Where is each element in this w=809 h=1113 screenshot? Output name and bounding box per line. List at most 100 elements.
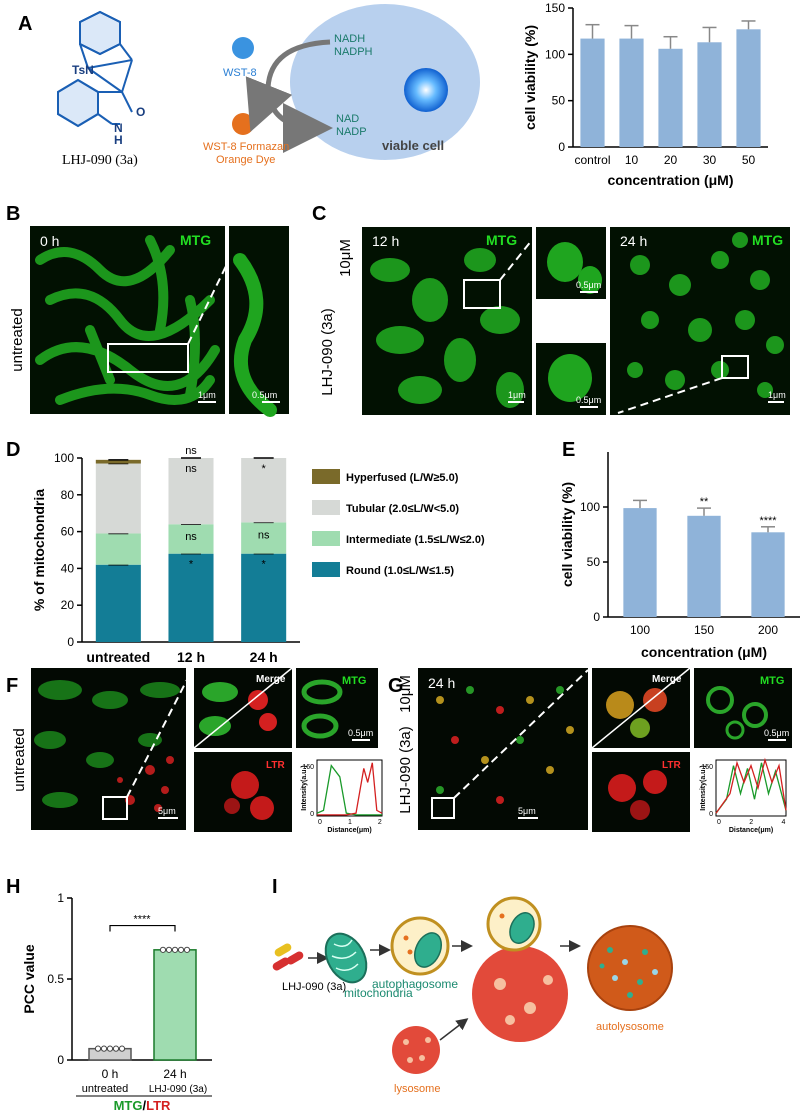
profile-x-label: Distance(μm) xyxy=(729,827,773,834)
micrograph-b-inset xyxy=(229,226,289,417)
group-label: untreated xyxy=(82,1083,128,1095)
stacked-bar-segment xyxy=(95,463,141,534)
y-axis-label: cell viability (%) xyxy=(522,25,538,130)
nadh-label: NADH xyxy=(334,33,365,45)
viable-cell-label: viable cell xyxy=(382,138,444,153)
profile-x-tick: 4 xyxy=(781,819,785,826)
stacked-bar-segment xyxy=(168,524,214,554)
time-label-c-24h: 24 h xyxy=(620,233,647,249)
structure-n: N xyxy=(114,121,123,135)
side-label-c: LHJ-090 (3a) xyxy=(319,308,336,396)
panel-label-i: I xyxy=(272,876,278,898)
x-tick-label: 10 xyxy=(625,153,639,167)
stacked-bar-segment xyxy=(241,458,287,523)
time-label-c-12h: 12 h xyxy=(372,233,399,249)
profile-x-tick: 0 xyxy=(318,819,322,826)
scale-label-c-inset-top: 0.5μm xyxy=(576,280,601,290)
dose-label-g: 10μM xyxy=(397,675,414,713)
y-tick-label: 0 xyxy=(57,1053,64,1067)
ltr-label-g: LTR xyxy=(662,760,681,771)
profile-frame xyxy=(715,759,787,817)
bar xyxy=(153,949,197,1061)
significance-label: ** xyxy=(700,496,709,508)
bar xyxy=(687,515,721,617)
micrograph-c-inset-bottom xyxy=(536,343,606,415)
profile-x-tick: 0 xyxy=(717,819,721,826)
viable-cell-shape xyxy=(290,4,480,160)
structure-tsn: TsN xyxy=(72,63,94,77)
dose-label-c: 10μM xyxy=(337,239,354,277)
data-point xyxy=(100,1045,108,1052)
wst8-dot xyxy=(232,37,254,59)
time-label-g: 24 h xyxy=(428,675,455,691)
scale-label-c-24h: 1μm xyxy=(768,390,786,400)
x-tick-label: 100 xyxy=(630,623,650,637)
y-tick-label: 50 xyxy=(552,94,566,108)
micrograph-c-12h xyxy=(362,227,533,415)
significance-label: * xyxy=(189,559,194,571)
drug-label-i: LHJ-090 (3a) xyxy=(282,981,346,993)
chemical-structure xyxy=(57,10,133,128)
y-tick-label: 50 xyxy=(587,555,601,569)
panel-label-b: B xyxy=(6,203,20,225)
mtg-label-f: MTG xyxy=(342,675,366,687)
micrograph-g-mtg xyxy=(694,668,792,748)
x-tick-label: 0 h xyxy=(102,1067,119,1081)
formazan-label-1: WST-8 Formazan xyxy=(203,141,289,153)
data-point xyxy=(177,946,185,953)
profile-y-tick: 0 xyxy=(310,811,314,818)
lysosome-label: lysosome xyxy=(394,1083,440,1095)
bar xyxy=(580,38,605,147)
x-tick-label: untreated xyxy=(86,649,150,665)
stacked-bar-segment xyxy=(168,553,214,642)
panel-label-e: E xyxy=(562,439,575,461)
chart-h: 0 0.5 1 **** 0 h 24 h untreated LHJ-090 (3a) MTG… xyxy=(21,891,212,1113)
y-tick-label: 40 xyxy=(61,561,75,575)
formazan-dot xyxy=(232,113,254,135)
profile-ltr-line xyxy=(317,762,383,816)
profile-y-label: Intensity(a.u.) xyxy=(301,765,308,811)
structure-h: H xyxy=(114,133,123,147)
data-point xyxy=(106,1045,114,1052)
micrograph-f-merge xyxy=(193,667,293,749)
side-label-f: untreated xyxy=(11,728,28,791)
micrograph-f-main xyxy=(31,668,193,830)
profile-mtg-line xyxy=(316,764,382,816)
y-tick-label: 150 xyxy=(545,1,565,15)
stain-label-c-24h: MTG xyxy=(752,232,783,248)
stacked-bar-segment xyxy=(95,459,141,464)
significance-label: ns xyxy=(258,529,270,541)
y-axis-label: cell viability (%) xyxy=(559,482,575,587)
data-point xyxy=(165,946,173,953)
x-tick-label: 50 xyxy=(742,153,756,167)
significance-label: **** xyxy=(759,515,777,527)
group-label: LHJ-090 (3a) xyxy=(149,1084,207,1095)
micrograph-f-ltr xyxy=(194,752,292,832)
micrograph-b xyxy=(30,226,229,414)
bar xyxy=(623,508,657,617)
micrograph-g-ltr xyxy=(592,752,690,832)
y-axis-label: % of mitochondria xyxy=(31,489,47,611)
bar xyxy=(697,42,722,147)
legend-swatch xyxy=(312,469,340,484)
compound-name: LHJ-090 (3a) xyxy=(62,153,138,168)
legend-label: Tubular (2.0≤L/W<5.0) xyxy=(346,503,459,515)
significance-label: **** xyxy=(133,914,151,926)
side-label-g: LHJ-090 (3a) xyxy=(397,726,414,814)
y-tick-label: 60 xyxy=(61,525,75,539)
scale-label-c-inset-bottom: 0.5μm xyxy=(576,395,601,405)
bar xyxy=(751,532,785,617)
x-tick-label: 20 xyxy=(664,153,678,167)
significance-label: * xyxy=(262,559,267,571)
panel-label-c: C xyxy=(312,203,326,225)
scale-label-f-inset: 0.5μm xyxy=(348,728,373,738)
micrograph-c-inset-top xyxy=(536,227,606,299)
legend-swatch xyxy=(312,500,340,515)
y-tick-label: 100 xyxy=(54,451,74,465)
chart-d: 0 20 40 60 80 100 untreated 12 h ns ns ns * 24 h * ns *… xyxy=(31,445,300,665)
micrograph-g-main xyxy=(418,668,589,830)
nucleus-shape xyxy=(404,68,448,112)
y-tick-label: 100 xyxy=(580,500,600,514)
scale-label-c-12h: 1μm xyxy=(508,390,526,400)
stacked-bar-segment xyxy=(95,533,141,565)
